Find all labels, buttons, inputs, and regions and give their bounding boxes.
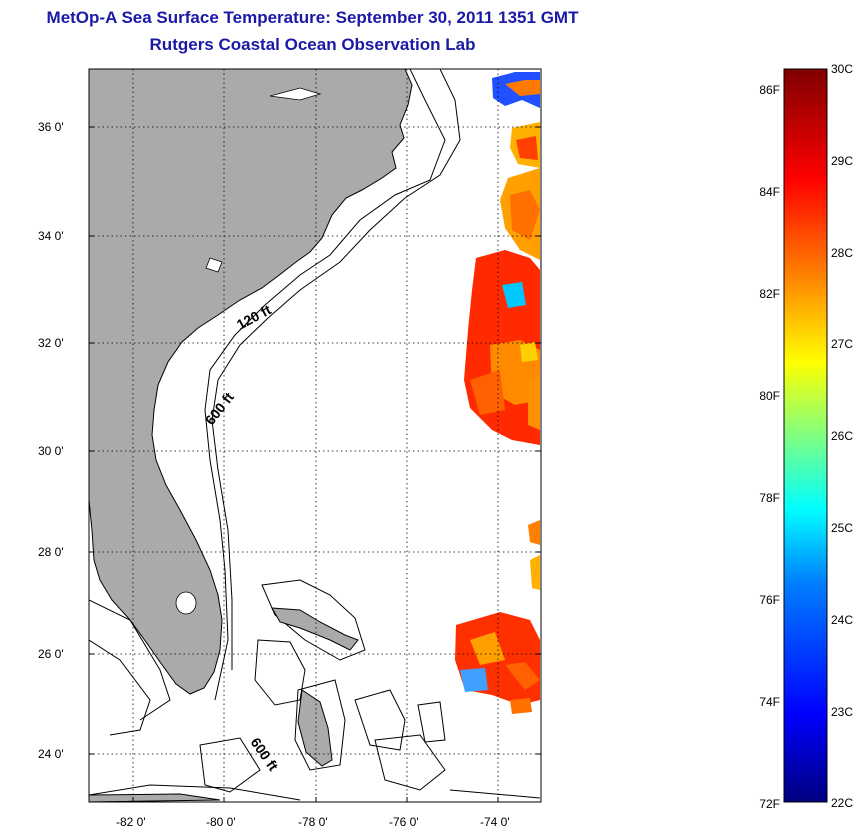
colorbar-f-label: 76F	[759, 593, 780, 607]
colorbar-f-label: 78F	[759, 491, 780, 505]
lon-label: -80 0'	[206, 815, 236, 829]
lon-label: -82 0'	[116, 815, 146, 829]
colorbar-c-label: 23C	[831, 705, 853, 719]
axis-ticks	[89, 126, 541, 802]
colorbar	[783, 68, 828, 803]
inland-water	[175, 87, 322, 615]
colorbar-f-label: 80F	[759, 389, 780, 403]
lon-label: -74 0'	[480, 815, 510, 829]
lat-label: 24 0'	[38, 747, 64, 761]
map-subtitle: Rutgers Coastal Ocean Observation Lab	[149, 35, 476, 54]
colorbar-f-labels: 86F 84F 82F 80F 78F 76F 74F 72F	[759, 83, 780, 811]
colorbar-c-label: 25C	[831, 521, 853, 535]
colorbar-f-label: 82F	[759, 287, 780, 301]
colorbar-f-label: 84F	[759, 185, 780, 199]
colorbar-f-label: 74F	[759, 695, 780, 709]
sst-data-patches	[455, 72, 540, 714]
lat-label: 32 0'	[38, 336, 64, 350]
map-title: MetOp-A Sea Surface Temperature: Septemb…	[46, 8, 579, 27]
colorbar-c-label: 30C	[831, 62, 853, 76]
colorbar-c-label: 22C	[831, 796, 853, 810]
map-border	[88, 68, 542, 803]
graticule	[89, 69, 541, 802]
colorbar-f-label: 86F	[759, 83, 780, 97]
lat-label: 28 0'	[38, 545, 64, 559]
colorbar-c-label: 26C	[831, 429, 853, 443]
lon-label: -78 0'	[298, 815, 328, 829]
latitude-labels: 36 0' 34 0' 32 0' 30 0' 28 0' 26 0' 24 0…	[38, 120, 64, 761]
lat-label: 34 0'	[38, 229, 64, 243]
colorbar-c-label: 28C	[831, 246, 853, 260]
colorbar-f-label: 72F	[759, 797, 780, 811]
lat-label: 30 0'	[38, 444, 64, 458]
isobath-contours	[89, 69, 541, 801]
longitude-labels: -82 0' -80 0' -78 0' -76 0' -74 0'	[116, 815, 510, 829]
land-mass	[89, 69, 413, 802]
lon-label: -76 0'	[389, 815, 419, 829]
colorbar-c-label: 29C	[831, 154, 853, 168]
lat-label: 26 0'	[38, 647, 64, 661]
colorbar-c-labels: 30C 29C 28C 27C 26C 25C 24C 23C 22C	[831, 62, 853, 810]
colorbar-c-label: 27C	[831, 337, 853, 351]
colorbar-c-label: 24C	[831, 613, 853, 627]
lat-label: 36 0'	[38, 120, 64, 134]
